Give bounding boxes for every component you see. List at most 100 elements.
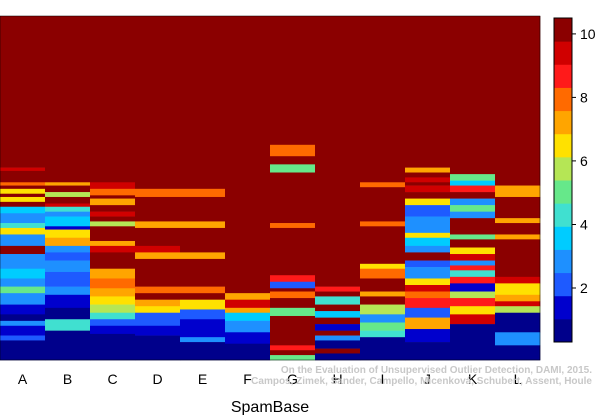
heatmap-cell-B-21	[45, 343, 91, 361]
colorbar-tick-label-8: 8	[580, 89, 588, 105]
x-tick-label-G: G	[287, 371, 298, 387]
heatmap-cell-J-5	[405, 185, 451, 193]
heatmap-cell-J-13	[405, 245, 451, 253]
heatmap-cell-F-3	[225, 307, 271, 314]
heatmap-cell-H-0	[315, 16, 361, 287]
heatmap-cell-D-6	[135, 252, 181, 260]
heatmap-cell-G-9	[270, 288, 316, 292]
x-tick-label-C: C	[107, 371, 117, 387]
colorbar	[554, 18, 572, 343]
heatmap-cell-L-10	[495, 301, 541, 307]
heatmap-cell-K-20	[450, 306, 496, 315]
heatmap-cell-E-12	[180, 325, 226, 338]
heatmap-cell-H-4	[315, 304, 361, 312]
x-tick-label-D: D	[152, 371, 162, 387]
heatmap-cell-D-3	[135, 221, 181, 229]
heatmap-cell-E-5	[180, 252, 226, 260]
heatmap-cell-L-0	[495, 16, 541, 186]
heatmap-cell-A-13	[0, 234, 46, 247]
heatmap-cell-C-21	[90, 333, 136, 361]
heatmap-cell-J-7	[405, 198, 451, 206]
heatmap-cell-A-19	[0, 293, 46, 305]
heatmap-cell-E-0	[180, 16, 226, 190]
heatmap-cell-C-2	[90, 188, 136, 196]
heatmap-cell-A-5	[0, 188, 46, 195]
heatmap-cell-H-11	[315, 348, 361, 354]
heatmap-cell-J-3	[405, 177, 451, 183]
heatmap-cell-B-16	[45, 286, 91, 296]
heatmap-cell-E-11	[180, 319, 226, 327]
heatmap-cell-C-12	[90, 252, 136, 269]
colorbar-band-3	[554, 249, 572, 274]
heatmap-cell-A-23	[0, 325, 46, 336]
heatmap-cell-A-12	[0, 227, 46, 235]
heatmap-cell-C-4	[90, 198, 136, 206]
heatmap-cell-J-11	[405, 232, 451, 239]
heatmap-cell-C-10	[90, 240, 136, 247]
heatmap-cell-B-2	[45, 185, 91, 193]
heatmap-cell-E-2	[180, 196, 226, 222]
heatmap-cell-K-4	[450, 192, 496, 199]
heatmap-cell-C-0	[90, 16, 136, 183]
heatmap-cell-B-14	[45, 260, 91, 273]
heatmap-cell-J-4	[405, 182, 451, 186]
heatmap-cell-L-14	[495, 345, 541, 361]
heatmap-cell-J-18	[405, 285, 451, 292]
heatmap-cell-C-11	[90, 245, 136, 253]
heatmap-cell-K-17	[450, 283, 496, 292]
heatmap-cell-J-6	[405, 192, 451, 199]
heatmap-cell-A-25	[0, 340, 46, 361]
heatmap-cell-H-9	[315, 335, 361, 341]
heatmap-cell-C-7	[90, 216, 136, 222]
heatmap-cell-D-4	[135, 227, 181, 247]
heatmap-cell-D-1	[135, 188, 181, 198]
heatmap-cell-E-3	[180, 221, 226, 229]
heatmap-cell-H-5	[315, 311, 361, 318]
heatmap-cell-K-7	[450, 211, 496, 219]
heatmap-cell-K-1	[450, 174, 496, 181]
heatmap-cell-E-4	[180, 227, 226, 253]
heatmap-cell-H-10	[315, 340, 361, 349]
heatmap-cell-H-12	[315, 353, 361, 361]
heatmap-cell-K-11	[450, 247, 496, 255]
heatmap-cell-K-3	[450, 185, 496, 193]
heatmap-cell-I-0	[360, 16, 406, 183]
heatmap-cell-J-23	[405, 329, 451, 343]
heatmap-cell-C-16	[90, 296, 136, 305]
heatmap-cell-I-13	[360, 330, 406, 338]
heatmap-cell-I-6	[360, 268, 406, 279]
heatmap-cell-A-8	[0, 201, 46, 208]
x-tick-label-E: E	[198, 371, 207, 387]
heatmap-cell-G-0	[270, 16, 316, 146]
colorbar-frame	[553, 17, 573, 343]
heatmap-cell-H-7	[315, 324, 361, 331]
heatmap-cell-I-9	[360, 296, 406, 305]
heatmap-cell-E-10	[180, 309, 226, 320]
heatmap-cell-D-0	[135, 16, 181, 190]
heatmap-cell-I-14	[360, 337, 406, 361]
heatmap-cell-J-15	[405, 260, 451, 268]
heatmap-cell-J-22	[405, 317, 451, 330]
heatmap-cell-B-6	[45, 206, 91, 212]
heatmap-cell-L-9	[495, 294, 541, 302]
heatmap-cell-D-14	[135, 335, 181, 361]
heatmap-cell-F-1	[225, 293, 271, 300]
heatmap-cell-H-6	[315, 317, 361, 325]
heatmap-cell-B-1	[45, 182, 91, 186]
heatmap-cell-K-6	[450, 205, 496, 212]
heatmap-cell-A-24	[0, 335, 46, 341]
x-tick-label-I: I	[381, 371, 385, 387]
heatmap-cell-D-10	[135, 299, 181, 307]
heatmap-cell-I-1	[360, 182, 406, 188]
x-axis-title: SpamBase	[231, 399, 309, 415]
heatmap-cell-K-21	[450, 314, 496, 325]
heatmap-cell-G-13	[270, 315, 316, 346]
colorbar-ticks: 2 4 6 8 10	[572, 26, 596, 296]
heatmap-cell-L-1	[495, 185, 541, 198]
heatmap-cell-C-19	[90, 319, 136, 327]
heatmap-cell-L-7	[495, 276, 541, 284]
heatmap-cell-C-5	[90, 205, 136, 212]
heatmap-cell-D-11	[135, 306, 181, 314]
heatmap-cell-J-20	[405, 298, 451, 309]
